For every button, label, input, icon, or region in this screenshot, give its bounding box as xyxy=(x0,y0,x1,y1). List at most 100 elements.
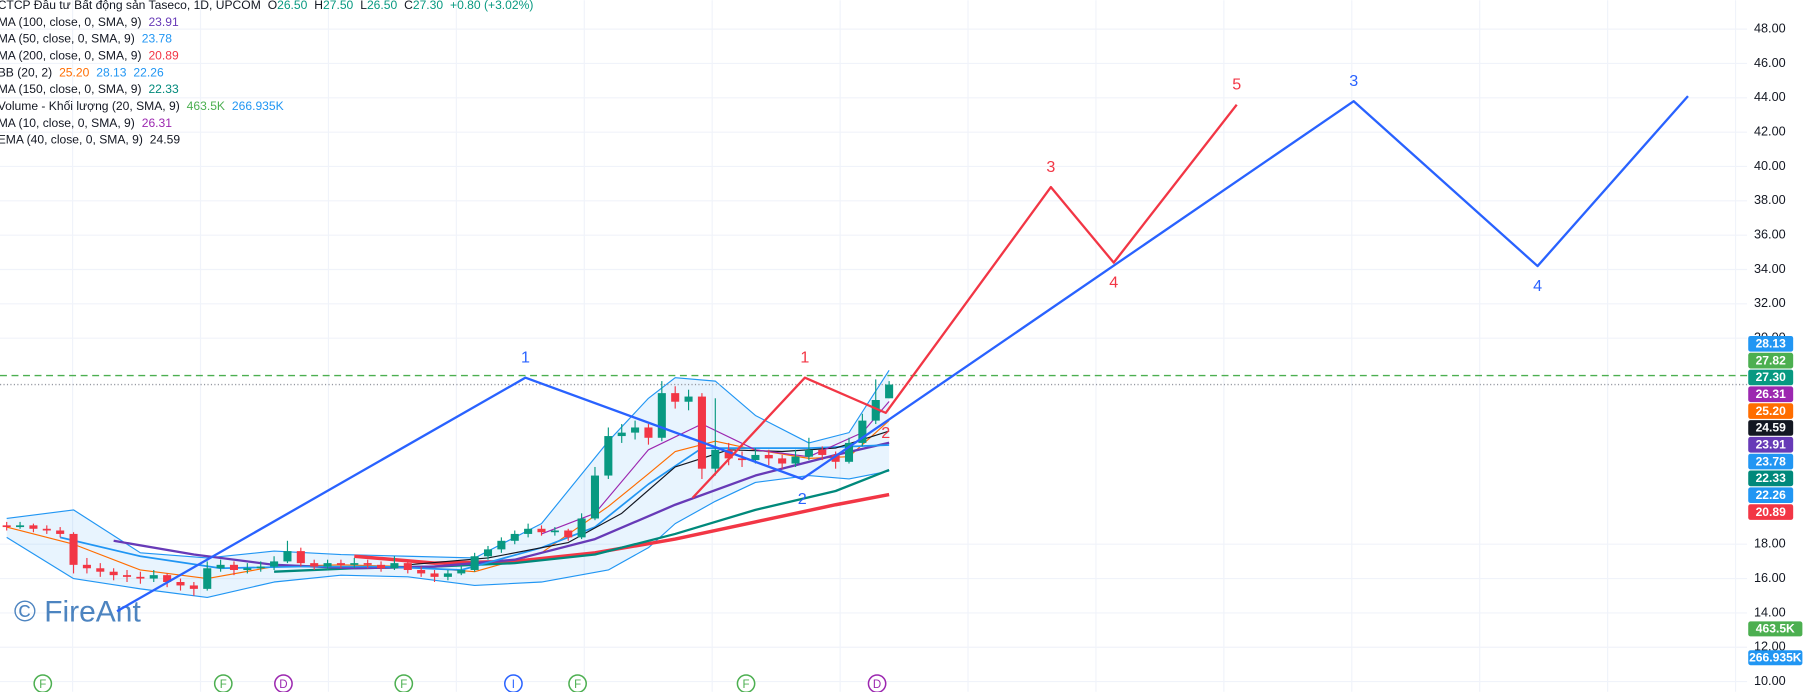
candle-body xyxy=(82,564,91,569)
candle-body xyxy=(871,400,880,421)
ohlc-label: H xyxy=(314,0,323,12)
candle-body xyxy=(203,568,212,589)
candle-body xyxy=(136,576,145,579)
candle-body xyxy=(537,528,546,533)
event-label: F xyxy=(39,679,46,691)
indicator-label: MA (10, close, 0, SMA, 9) xyxy=(0,116,135,130)
candle-body xyxy=(671,393,680,402)
event-marker xyxy=(33,674,53,692)
price-tag-label: 27.82 xyxy=(1756,353,1787,367)
indicator-value: 22.26 xyxy=(133,66,164,80)
candle-body xyxy=(29,525,38,529)
y-tick-label: 40.00 xyxy=(1754,159,1786,173)
indicator-label: Volume - Khối lượng (20, SMA, 9) xyxy=(0,99,180,113)
bollinger-lower xyxy=(6,470,890,599)
plot: © FireAnt 1 2 3 4 1 2 3 4 5 F F D F I F F D xyxy=(0,72,1748,692)
wave-label: 4 xyxy=(1533,277,1542,295)
event-marker xyxy=(394,674,414,692)
wave-label: 2 xyxy=(881,424,890,442)
moving-average xyxy=(407,430,890,566)
wave-label: 1 xyxy=(521,348,530,366)
indicator-label: BB (20, 2) xyxy=(0,66,52,80)
indicator-value: 463.5K xyxy=(187,99,225,113)
candle-body xyxy=(229,564,239,570)
candle-body xyxy=(16,525,25,528)
price-tag-label: 20.89 xyxy=(1756,505,1787,519)
candle-body xyxy=(443,573,452,577)
grid xyxy=(0,0,1748,692)
candle-body xyxy=(844,442,854,462)
candle-body xyxy=(631,427,640,433)
candle-body xyxy=(510,533,519,541)
candle-body xyxy=(791,456,800,464)
candle-body xyxy=(122,575,132,577)
price-tag-label: 23.78 xyxy=(1756,454,1787,468)
wave-label: 1 xyxy=(800,348,809,366)
event-marker xyxy=(736,674,756,692)
price-tag xyxy=(1748,369,1794,386)
legend-line: MA (50, close, 0, SMA, 9) 23.78 xyxy=(0,32,172,46)
candle-body xyxy=(176,582,185,586)
candle-body xyxy=(363,563,372,565)
candle-body xyxy=(323,563,332,567)
candle-body xyxy=(818,449,827,455)
indicator-label: MA (100, close, 0, SMA, 9) xyxy=(0,15,142,29)
price-tag xyxy=(1748,487,1794,504)
y-tick-label: 36.00 xyxy=(1754,228,1786,242)
candle-body xyxy=(831,454,840,462)
candle-body xyxy=(457,569,466,574)
candle-body xyxy=(885,384,894,399)
event-marker xyxy=(274,674,293,692)
candle-body xyxy=(483,549,493,557)
candle-body xyxy=(724,449,733,459)
price-tag xyxy=(1748,470,1794,487)
event-marker xyxy=(568,674,587,692)
indicator-label: EMA (40, close, 0, SMA, 9) xyxy=(0,133,143,147)
y-tick-label: 38.00 xyxy=(1754,193,1786,207)
indicator-value: 20.89 xyxy=(148,49,179,63)
y-tick-label: 16.00 xyxy=(1754,571,1786,585)
candle-body xyxy=(751,454,760,461)
watermark: © FireAnt xyxy=(14,595,142,628)
candle-body xyxy=(42,528,51,531)
legend-line: MA (200, close, 0, SMA, 9) 20.89 xyxy=(0,49,179,63)
candle-body xyxy=(644,427,653,438)
candle-body xyxy=(2,525,11,528)
ohlc-label: O xyxy=(268,0,277,12)
symbol-title: CTCP Đầu tư Bất động sản Taseco, 1D, UPC… xyxy=(0,0,261,12)
price-tag-label: 28.13 xyxy=(1756,337,1787,351)
candle-body xyxy=(296,551,305,564)
y-tick-label: 12.00 xyxy=(1754,640,1786,654)
indicator-value: 266.935K xyxy=(232,99,284,113)
candle-body xyxy=(310,563,319,567)
ohlc-label: C xyxy=(404,0,413,12)
indicator-value: 24.59 xyxy=(150,133,181,147)
candle-body xyxy=(377,564,386,569)
candle-body xyxy=(657,393,666,438)
elliott-wave xyxy=(691,103,1238,499)
candle-body xyxy=(417,569,426,574)
legend-line: EMA (40, close, 0, SMA, 9) 24.59 xyxy=(0,133,180,147)
price-tag xyxy=(1748,386,1794,403)
candle-body xyxy=(524,528,533,534)
candle-body xyxy=(590,475,600,519)
ohlc-value: 27.50 xyxy=(323,0,354,12)
candle-body xyxy=(858,420,867,443)
moving-average xyxy=(541,401,890,535)
event-label: F xyxy=(400,679,407,691)
indicator-value: 26.31 xyxy=(142,116,173,130)
candle-body xyxy=(550,530,559,533)
event-label: D xyxy=(279,679,287,691)
event-marker xyxy=(867,674,887,692)
candle-body xyxy=(697,396,706,469)
indicator-value: 23.78 xyxy=(142,32,173,46)
ohlc-value: 26.50 xyxy=(277,0,308,12)
moving-average xyxy=(354,492,890,565)
candle-body xyxy=(283,551,292,562)
candle-body xyxy=(149,575,158,579)
wave-label: 5 xyxy=(1232,75,1241,93)
event-label: D xyxy=(873,679,881,691)
price-axis: 48.00 46.00 44.00 42.00 40.00 38.00 36.00 34.00… xyxy=(1748,21,1803,688)
candle-body xyxy=(430,573,439,577)
